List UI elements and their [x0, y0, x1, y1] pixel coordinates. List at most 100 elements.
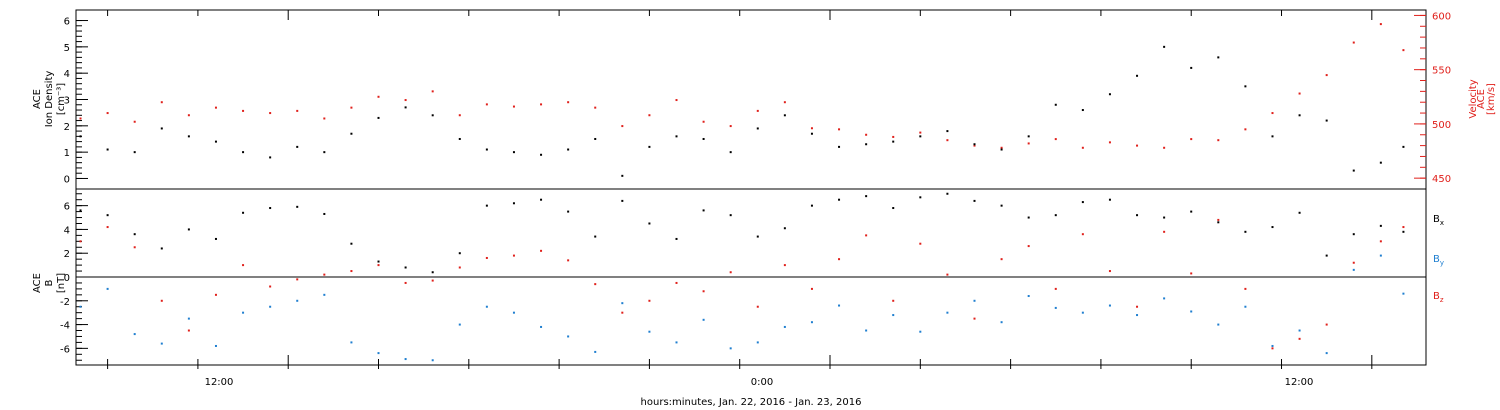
velocity-point — [133, 120, 136, 123]
by-point — [1108, 304, 1111, 307]
by-point — [1081, 311, 1084, 314]
by-point — [350, 341, 353, 344]
by-point — [1402, 292, 1405, 295]
top-right-tick-label: 500 — [1432, 120, 1451, 131]
density-point — [512, 151, 515, 154]
density-point — [1081, 109, 1084, 112]
density-point — [702, 137, 705, 140]
top-left-label-1: Ion Density — [44, 71, 55, 128]
velocity-point — [1271, 112, 1274, 115]
by-point — [79, 305, 82, 308]
bz-point — [1108, 270, 1111, 273]
bx-point — [1163, 216, 1166, 219]
bx-point — [892, 207, 895, 210]
velocity-point — [1298, 92, 1301, 95]
velocity-point — [458, 114, 461, 117]
bottom-left-tick-label: 0 — [64, 273, 70, 284]
bz-point — [783, 264, 786, 267]
bz-point — [1325, 323, 1328, 326]
by-point — [892, 314, 895, 317]
bottom-left-tick-label: -2 — [60, 297, 70, 308]
velocity-point — [756, 109, 759, 112]
bottom-left-label-1: B — [44, 279, 55, 286]
by-point — [783, 325, 786, 328]
x-tick-label-0: 12:00 — [205, 377, 234, 388]
velocity-point — [214, 106, 217, 109]
by-point — [1271, 344, 1274, 347]
density-point — [675, 135, 678, 138]
velocity-point — [973, 144, 976, 147]
bx-point — [1000, 204, 1003, 207]
velocity-point — [892, 135, 895, 138]
bz-point — [187, 329, 190, 332]
density-point — [1325, 119, 1328, 122]
by-point — [296, 299, 299, 302]
density-point — [810, 132, 813, 135]
bottom-left-tick-label: 4 — [64, 225, 70, 236]
top-left-tick-label: 5 — [64, 43, 70, 54]
density-point — [648, 145, 651, 148]
top-left-tick-label: 6 — [64, 17, 70, 28]
by-point — [594, 350, 597, 353]
velocity-point — [485, 103, 488, 106]
density-point — [1108, 93, 1111, 96]
bx-point — [296, 205, 299, 208]
by-point — [621, 302, 624, 305]
bz-point — [919, 242, 922, 245]
top-right-label-0: ACE — [1476, 89, 1487, 109]
velocity-point — [648, 114, 651, 117]
bz-point — [838, 258, 841, 261]
bz-point — [1298, 337, 1301, 340]
bx-point — [729, 214, 732, 217]
velocity-point — [702, 120, 705, 123]
velocity-point — [1163, 146, 1166, 149]
velocity-point — [1352, 41, 1355, 44]
x-tick-label-1: 0:00 — [751, 377, 773, 388]
density-point — [214, 140, 217, 143]
bx-point — [1402, 230, 1405, 233]
density-point — [594, 137, 597, 140]
bz-point — [1136, 305, 1139, 308]
density-point — [269, 156, 272, 159]
bz-point — [106, 226, 109, 229]
density-point — [133, 151, 136, 154]
bottom-left-tick-label: 6 — [64, 202, 70, 213]
density-point — [1379, 161, 1382, 164]
bx-point — [865, 195, 868, 198]
top-left-label-2: [cm⁻³] — [56, 83, 67, 115]
bx-point — [946, 192, 949, 195]
top-left-tick-label: 0 — [64, 174, 70, 185]
density-point — [729, 151, 732, 154]
velocity-point — [1000, 146, 1003, 149]
bz-point — [594, 283, 597, 286]
by-point — [242, 311, 245, 314]
bottom-left-label-0: ACE — [32, 273, 43, 293]
by-point — [323, 293, 326, 296]
bz-point — [133, 246, 136, 249]
bz-point — [79, 240, 82, 243]
bx-point — [269, 207, 272, 210]
by-point — [187, 317, 190, 320]
bz-point — [214, 293, 217, 296]
bz-point — [431, 279, 434, 282]
velocity-point — [1190, 138, 1193, 141]
density-point — [350, 132, 353, 135]
by-point — [458, 323, 461, 326]
bz-point — [1054, 287, 1057, 290]
top-left-tick-label: 1 — [64, 148, 70, 159]
top-right-tick-label: 600 — [1432, 11, 1451, 22]
bx-point — [756, 235, 759, 238]
bz-point — [810, 287, 813, 290]
bx-point — [242, 211, 245, 214]
bx-point — [1108, 198, 1111, 201]
velocity-point — [1136, 144, 1139, 147]
density-point — [242, 151, 245, 154]
by-point — [973, 299, 976, 302]
velocity-point — [1054, 138, 1057, 141]
bz-point — [485, 256, 488, 259]
bz-point — [1081, 233, 1084, 236]
bz-point — [1271, 347, 1274, 350]
bz-point — [1000, 258, 1003, 261]
legend-bx: Bx — [1433, 214, 1444, 227]
velocity-point — [350, 106, 353, 109]
